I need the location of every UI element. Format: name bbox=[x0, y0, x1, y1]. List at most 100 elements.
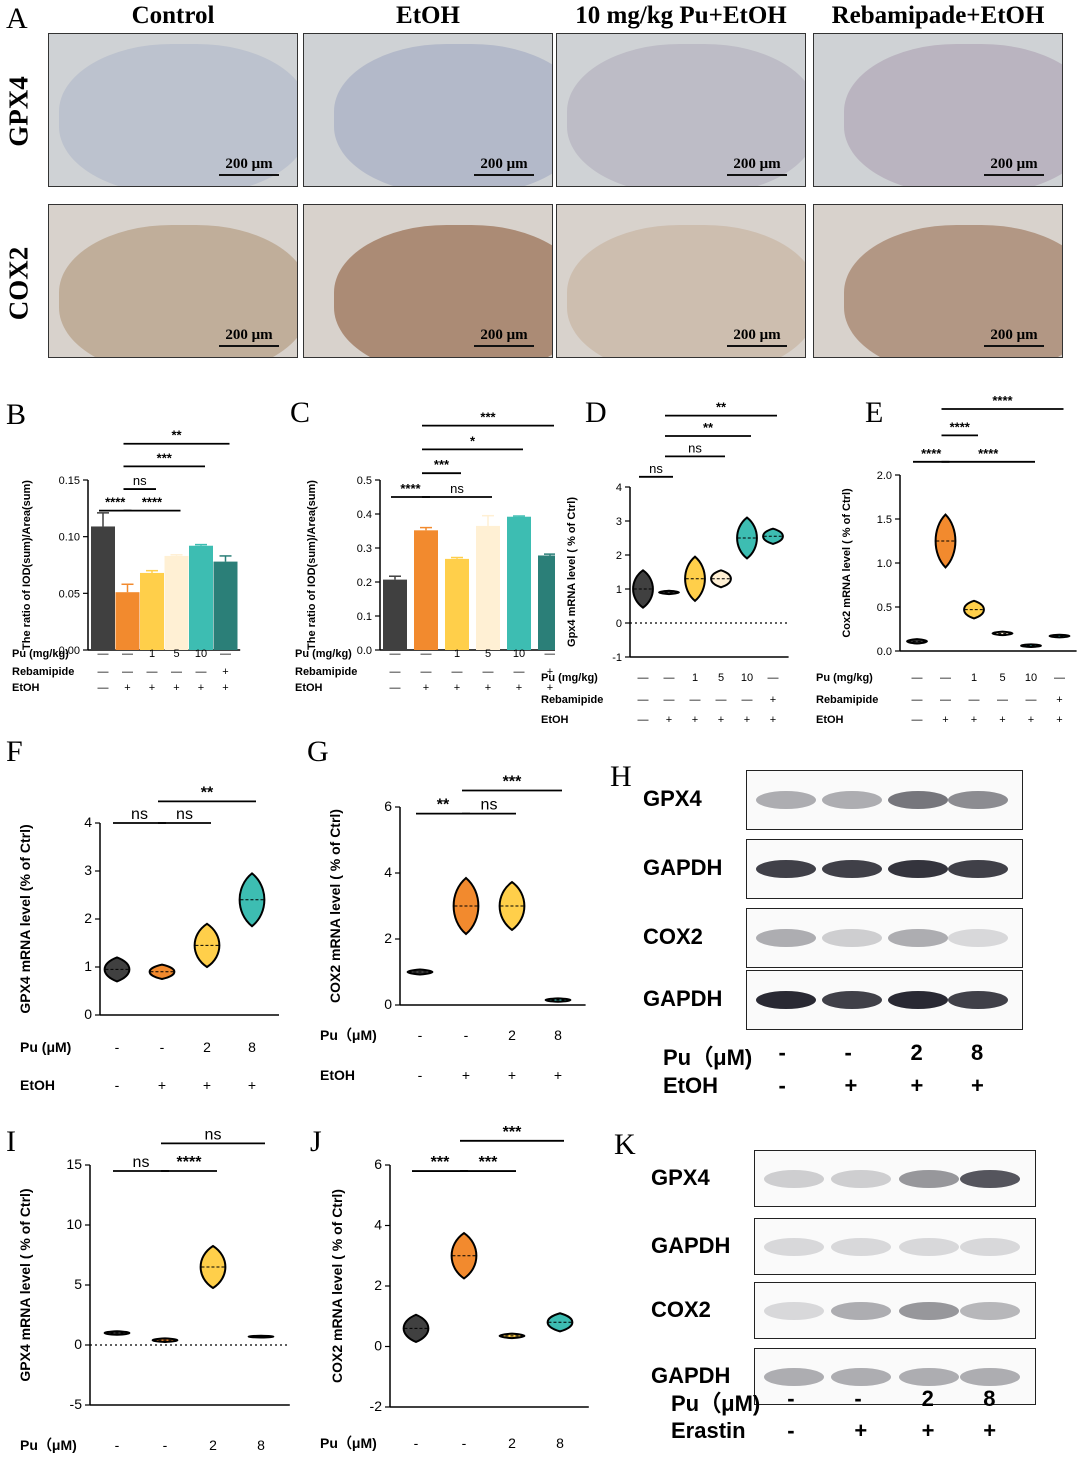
bar bbox=[383, 579, 407, 650]
blot-strip-cox2 bbox=[746, 908, 1023, 968]
protein-band bbox=[898, 1301, 959, 1320]
blot-label-cox2: COX2 bbox=[651, 1296, 711, 1322]
condition-value: 10 bbox=[1025, 672, 1037, 684]
panel-label-c: C bbox=[290, 396, 311, 429]
scale-bar-line bbox=[474, 174, 534, 176]
violin bbox=[1048, 633, 1071, 639]
condition-value: — bbox=[390, 648, 401, 660]
blot-condition-value: + bbox=[854, 1418, 868, 1443]
y-tick-label: -5 bbox=[70, 1396, 83, 1412]
tissue-region bbox=[59, 44, 297, 186]
y-tick-label: 0.3 bbox=[357, 543, 372, 555]
condition-value: - bbox=[160, 1039, 165, 1055]
y-tick-label: 2 bbox=[374, 1277, 382, 1293]
condition-value: - bbox=[115, 1039, 120, 1055]
tissue-region bbox=[567, 225, 805, 357]
significance-label: ** bbox=[201, 784, 214, 801]
condition-value: 2 bbox=[508, 1027, 516, 1043]
condition-value: — bbox=[147, 666, 158, 678]
condition-value: 5 bbox=[173, 648, 179, 660]
condition-label: Pu (mg/kg) bbox=[816, 672, 873, 684]
protein-band bbox=[960, 1367, 1021, 1386]
bar bbox=[140, 572, 164, 650]
condition-value: 2 bbox=[209, 1437, 217, 1453]
protein-band bbox=[887, 860, 948, 878]
condition-value: - bbox=[163, 1437, 168, 1453]
blot-condition-value: + bbox=[910, 1073, 924, 1098]
tissue-region bbox=[59, 225, 297, 357]
scale-bar: 200 μm bbox=[984, 156, 1044, 176]
protein-band bbox=[831, 1367, 892, 1386]
condition-label: Rebamipide bbox=[295, 666, 357, 678]
protein-band bbox=[755, 860, 816, 878]
panel-label-g: G bbox=[307, 735, 329, 768]
column-title-pu-etoh: 10 mg/kg Pu+EtOH bbox=[575, 2, 787, 29]
condition-label: Pu (mg/kg) bbox=[295, 648, 352, 660]
blot-condition-value: - bbox=[854, 1386, 862, 1411]
y-tick-label: 0.1 bbox=[357, 611, 372, 623]
y-tick-label: 0.2 bbox=[357, 577, 372, 589]
condition-value: — bbox=[742, 694, 753, 706]
panel-label-e: E bbox=[865, 396, 884, 429]
condition-value: 8 bbox=[248, 1039, 256, 1055]
significance-label: *** bbox=[479, 1154, 498, 1171]
protein-band bbox=[898, 1169, 959, 1188]
y-tick-label: 3 bbox=[616, 516, 622, 528]
violin bbox=[736, 516, 758, 560]
condition-value: — bbox=[514, 666, 525, 678]
condition-label: EtOH bbox=[295, 682, 323, 694]
protein-band bbox=[764, 1169, 825, 1188]
condition-value: + bbox=[508, 1067, 516, 1083]
condition-value: + bbox=[158, 1077, 166, 1093]
significance-label: *** bbox=[503, 1125, 522, 1141]
panel-label-k: K bbox=[614, 1128, 636, 1161]
protein-band bbox=[821, 991, 882, 1009]
y-tick-label: 0.5 bbox=[357, 475, 372, 487]
bar bbox=[445, 558, 469, 650]
blot-condition-value: + bbox=[983, 1418, 997, 1443]
condition-value: — bbox=[690, 694, 701, 706]
blot-label-gapdh: GAPDH bbox=[643, 986, 723, 1011]
bar bbox=[91, 526, 115, 650]
significance-label: *** bbox=[157, 450, 173, 465]
scale-bar-label: 200 μm bbox=[225, 156, 273, 172]
micrograph-cox2-1: 200 μm bbox=[48, 204, 298, 358]
scale-bar-label: 200 μm bbox=[733, 327, 781, 343]
condition-value: 1 bbox=[454, 648, 460, 660]
bar bbox=[115, 592, 140, 650]
scale-bar: 200 μm bbox=[727, 327, 787, 347]
y-tick-label: -2 bbox=[370, 1398, 383, 1414]
condition-value: + bbox=[770, 694, 776, 706]
significance-label: *** bbox=[434, 457, 450, 472]
y-axis-label: Cox2 mRNA level ( % of Ctrl) bbox=[841, 488, 853, 638]
condition-value: 1 bbox=[149, 648, 155, 660]
condition-value: — bbox=[220, 648, 231, 660]
blot-strip-gpx4 bbox=[746, 770, 1023, 830]
violin bbox=[684, 555, 706, 603]
protein-band bbox=[755, 929, 816, 947]
condition-value: + bbox=[149, 682, 155, 694]
protein-band bbox=[948, 991, 1008, 1009]
condition-value: — bbox=[122, 666, 133, 678]
condition-value: + bbox=[718, 714, 724, 726]
condition-value: — bbox=[638, 714, 649, 726]
significance-label: **** bbox=[400, 481, 421, 496]
condition-label: Pu（μM) bbox=[20, 1437, 77, 1453]
y-tick-label: 0 bbox=[74, 1336, 82, 1352]
protein-band bbox=[898, 1367, 959, 1386]
significance-label: ns bbox=[133, 1154, 150, 1171]
y-axis-label: Gpx4 mRNA level ( % of Ctrl) bbox=[566, 497, 578, 647]
condition-value: — bbox=[638, 694, 649, 706]
column-title-rebamipade-etoh: Rebamipade+EtOH bbox=[831, 2, 1045, 29]
significance-label: ** bbox=[437, 797, 450, 814]
bar bbox=[476, 525, 500, 650]
y-tick-label: 0.0 bbox=[877, 646, 892, 658]
condition-value: + bbox=[423, 682, 429, 694]
protein-band bbox=[764, 1237, 825, 1256]
violin bbox=[632, 569, 654, 609]
significance-label: ns bbox=[688, 440, 702, 455]
y-tick-label: 4 bbox=[84, 814, 92, 830]
protein-band bbox=[887, 791, 948, 809]
condition-value: + bbox=[198, 682, 204, 694]
